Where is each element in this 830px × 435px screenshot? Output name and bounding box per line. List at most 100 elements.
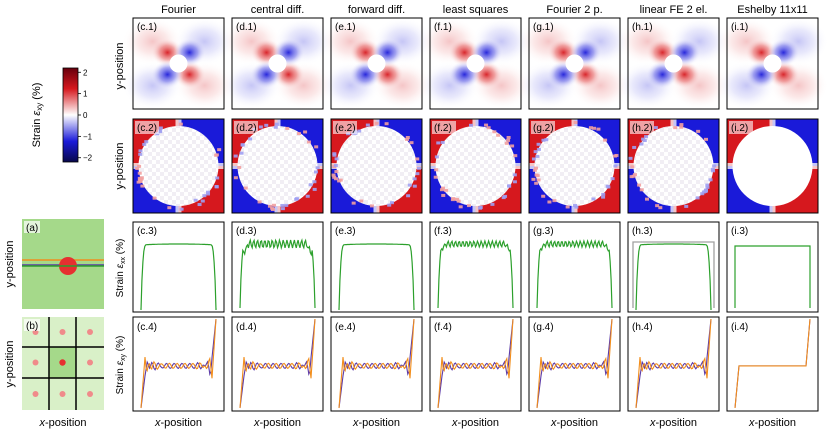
panel-label: (d.2) xyxy=(236,123,257,134)
boundary-artifact xyxy=(415,172,419,175)
figure: Fourier central diff. forward diff. least s… xyxy=(0,0,830,435)
panel-a: (a) y-position xyxy=(4,219,104,309)
boundary-artifact xyxy=(704,189,708,192)
boundary-artifact xyxy=(306,195,310,198)
strain-xx-profile: (c.3) xyxy=(133,222,224,312)
neighbor-inclusion xyxy=(33,391,39,397)
boundary-artifact xyxy=(510,144,514,147)
strain-xy-profile: (e.4) xyxy=(331,317,422,411)
boundary-artifact xyxy=(201,200,205,203)
inclusion-region xyxy=(368,55,386,73)
boundary-artifact xyxy=(370,204,374,207)
y-label-a: y-position xyxy=(4,240,16,287)
boundary-artifact xyxy=(167,206,171,209)
boundary-artifact xyxy=(654,126,658,129)
panel-label: (e.1) xyxy=(335,22,356,33)
boundary-artifact xyxy=(537,143,541,146)
strain-map-saturated: (c.2) xyxy=(133,119,224,213)
boundary-artifact xyxy=(441,194,445,197)
panel-label: (f.1) xyxy=(434,22,452,33)
boundary-artifact xyxy=(441,141,445,144)
strain-xx-profile: (d.3) xyxy=(232,222,323,312)
column-titles: Fourier central diff. forward diff. least s… xyxy=(161,4,808,16)
boundary-artifact xyxy=(574,206,578,209)
strain-map-full: (g.1) xyxy=(519,18,631,110)
panel-label: (h.2) xyxy=(632,123,653,134)
boundary-artifact xyxy=(241,143,245,146)
x-axis-label: x-position xyxy=(154,417,202,429)
boundary-artifact xyxy=(297,132,301,135)
boundary-artifact xyxy=(532,157,536,160)
boundary-artifact xyxy=(513,173,517,176)
boundary-artifact xyxy=(137,165,141,168)
x-axis-label: x-position xyxy=(550,417,598,429)
neighbor-inclusion xyxy=(87,329,93,335)
panel-label: (i.1) xyxy=(731,22,748,33)
column-title: forward diff. xyxy=(348,4,405,16)
boundary-artifact xyxy=(387,204,391,207)
boundary-artifact xyxy=(244,187,248,190)
boundary-artifact xyxy=(451,197,455,200)
boundary-artifact xyxy=(589,126,593,129)
boundary-artifact xyxy=(534,182,538,185)
panel-label: (c.4) xyxy=(137,322,157,333)
inclusion-region xyxy=(269,55,287,73)
boundary-artifact xyxy=(309,183,313,186)
column-title: least squares xyxy=(443,4,509,16)
boundary-artifact xyxy=(704,138,708,141)
panel-label: (h.4) xyxy=(632,322,653,333)
column-title: Fourier xyxy=(161,4,196,16)
x-axis-label: x-position xyxy=(352,417,400,429)
boundary-artifact xyxy=(479,206,483,209)
boundary-artifact xyxy=(202,194,206,197)
boundary-artifact xyxy=(467,204,471,207)
panel-b-label: (b) xyxy=(26,321,38,332)
boundary-artifact xyxy=(179,123,183,126)
boundary-artifact xyxy=(444,189,448,192)
boundary-artifact xyxy=(159,126,163,129)
boundary-artifact xyxy=(637,184,641,187)
inclusion-region xyxy=(337,126,417,206)
boundary-artifact xyxy=(303,130,307,133)
strain-map-full: (f.1) xyxy=(420,18,532,110)
panel-label: (d.3) xyxy=(236,226,257,237)
boundary-artifact xyxy=(537,178,541,181)
colorbar-tick-label: 1 xyxy=(83,90,88,99)
boundary-artifact xyxy=(198,203,202,206)
boundary-artifact xyxy=(314,170,318,173)
boundary-artifact xyxy=(335,157,339,160)
strain-map-full: (c.1) xyxy=(123,18,235,110)
panel-label: (c.3) xyxy=(137,226,157,237)
boundary-artifact xyxy=(295,197,299,200)
boundary-artifact xyxy=(410,141,414,144)
boundary-artifact xyxy=(679,123,683,126)
colorbar-label: Strain εxy (%) xyxy=(31,83,44,148)
row4-y-label: Strain εxy (%) xyxy=(115,336,127,395)
colorbar-tick-label: −1 xyxy=(83,132,93,141)
boundary-artifact xyxy=(258,200,262,203)
boundary-artifact xyxy=(535,155,539,158)
boundary-artifact xyxy=(459,205,463,208)
boundary-artifact xyxy=(415,157,419,160)
boundary-artifact xyxy=(272,204,276,207)
colorbar-tick-label: −2 xyxy=(83,154,93,163)
boundary-artifact xyxy=(215,153,219,156)
neighbor-inclusion xyxy=(87,391,93,397)
panel-label: (e.2) xyxy=(335,123,356,134)
boundary-artifact xyxy=(673,126,677,129)
boundary-artifact xyxy=(357,130,361,133)
panel-label: (h.1) xyxy=(632,22,653,33)
colorbar: 2 1 0 −1 −2 Strain εxy (%) xyxy=(31,68,93,163)
colorbar-tick-label: 0 xyxy=(83,111,88,120)
boundary-artifact xyxy=(601,193,605,196)
strain-map-saturated: (f.2) xyxy=(430,119,521,213)
boundary-artifact xyxy=(313,188,317,191)
boundary-artifact xyxy=(352,202,356,205)
boundary-artifact xyxy=(375,122,379,125)
colorbar-tick-label: 2 xyxy=(83,68,88,77)
boundary-artifact xyxy=(312,180,316,183)
boundary-artifact xyxy=(281,207,285,210)
boundary-artifact xyxy=(339,179,343,182)
strain-map-saturated: (e.2) xyxy=(331,119,422,213)
x-label-b: x-position xyxy=(38,417,86,429)
